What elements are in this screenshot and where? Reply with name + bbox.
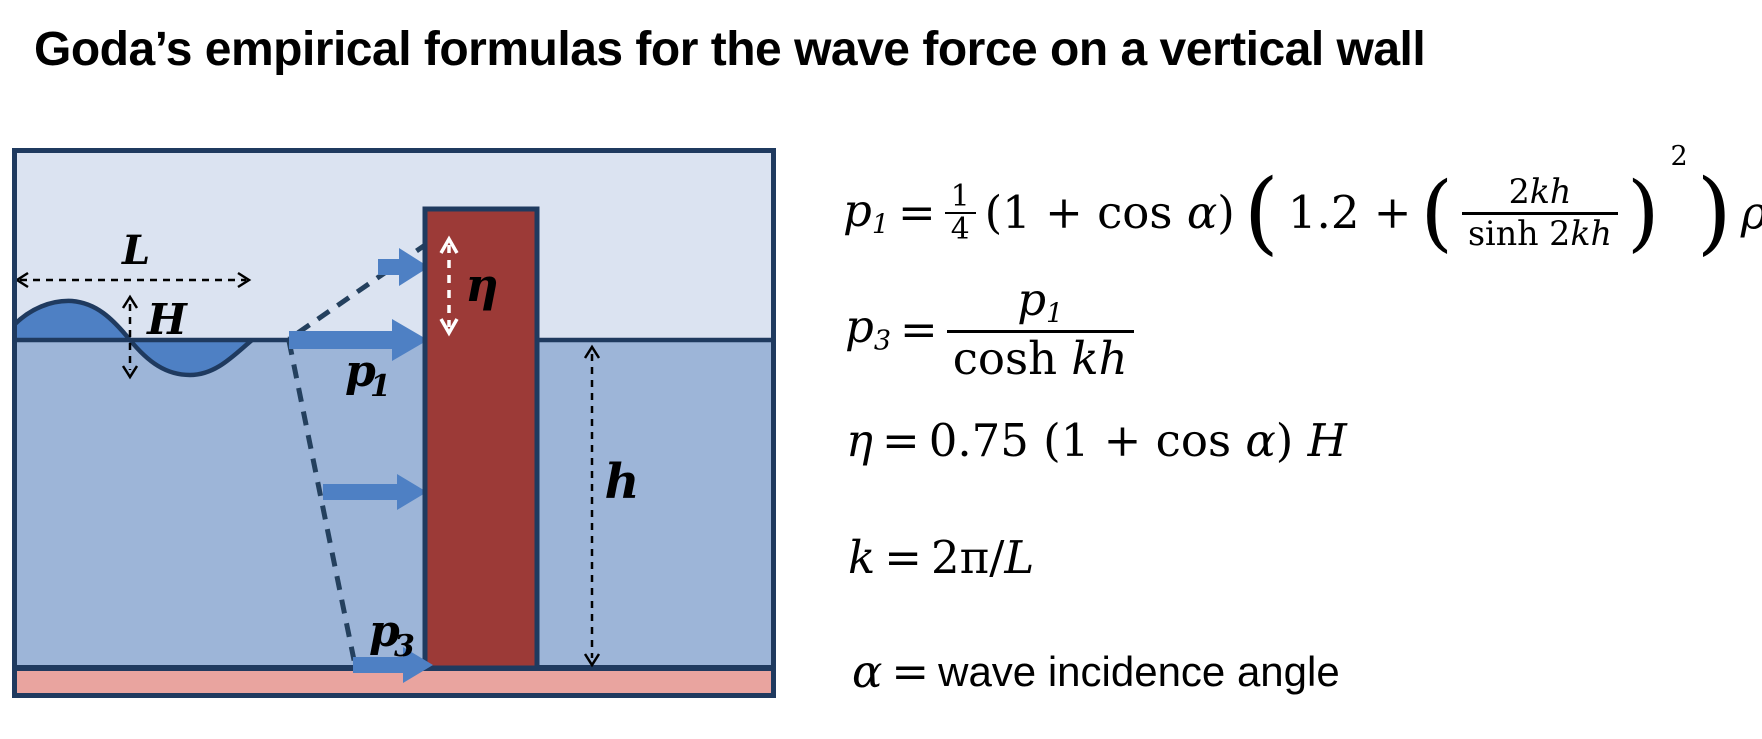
squared-exponent: 2 (1670, 141, 1688, 172)
p3-label: p (369, 606, 400, 657)
depth-label: h (605, 454, 640, 510)
wave-wall-diagram: L H p 1 p 3 η h (12, 148, 776, 698)
formula-alpha: α = wave incidence angle (852, 645, 1340, 699)
pressure-arrow-p1 (289, 319, 428, 361)
eta-dimension-arrow (439, 235, 459, 337)
big-close-paren: ) (1696, 160, 1732, 265)
inner-close-paren: ) (1626, 164, 1660, 262)
wave-outline (12, 298, 254, 378)
inner-open-paren: ( (1420, 164, 1453, 262)
alpha-definition-text: wave incidence angle (938, 647, 1340, 695)
pressure-arrow-p3 (353, 647, 433, 683)
p1-label-subscript: 1 (370, 369, 391, 404)
water-region (12, 340, 776, 668)
one-quarter-fraction: 1 4 (944, 181, 976, 245)
p1-label: p (345, 346, 376, 397)
p3-label-subscript: 3 (394, 629, 415, 664)
vertical-wall (422, 206, 540, 671)
wavelength-label: L (121, 227, 150, 274)
pressure-arrow-middle (323, 474, 427, 510)
pressure-profile-lower-dashed-line (286, 340, 358, 666)
wave-height-label: H (146, 295, 188, 344)
equals-sign: = (881, 414, 920, 468)
formula-p1: p1 = 1 4 (1 + cos α) ( 1.2 + ( 2kh sinh … (843, 141, 1762, 265)
formula-k: k = 2π/L (848, 531, 1035, 585)
slide-title: Goda’s empirical formulas for the wave f… (34, 23, 1426, 76)
equals-sign: = (884, 531, 922, 585)
big-open-paren: ( (1243, 160, 1279, 265)
equals-sign: = (898, 186, 936, 240)
formula-p3: p3 = p1 cosh kh (845, 272, 1134, 387)
p1-over-cosh-fraction: p1 cosh kh (946, 274, 1134, 384)
eta-label: η (465, 258, 498, 312)
seabed-region (12, 671, 776, 695)
wave-height-dimension-arrow (121, 294, 139, 380)
equals-sign: = (900, 302, 938, 356)
kh-fraction: 2kh sinh 2kh (1461, 173, 1618, 253)
diagram-border (12, 148, 776, 698)
depth-dimension-arrow (583, 344, 601, 668)
equals-sign: = (891, 645, 930, 699)
wave-crest-trough-fill (12, 300, 252, 375)
formula-eta: η = 0.75 (1 + cos α) H (846, 414, 1347, 468)
pressure-arrow-upper (378, 248, 429, 286)
